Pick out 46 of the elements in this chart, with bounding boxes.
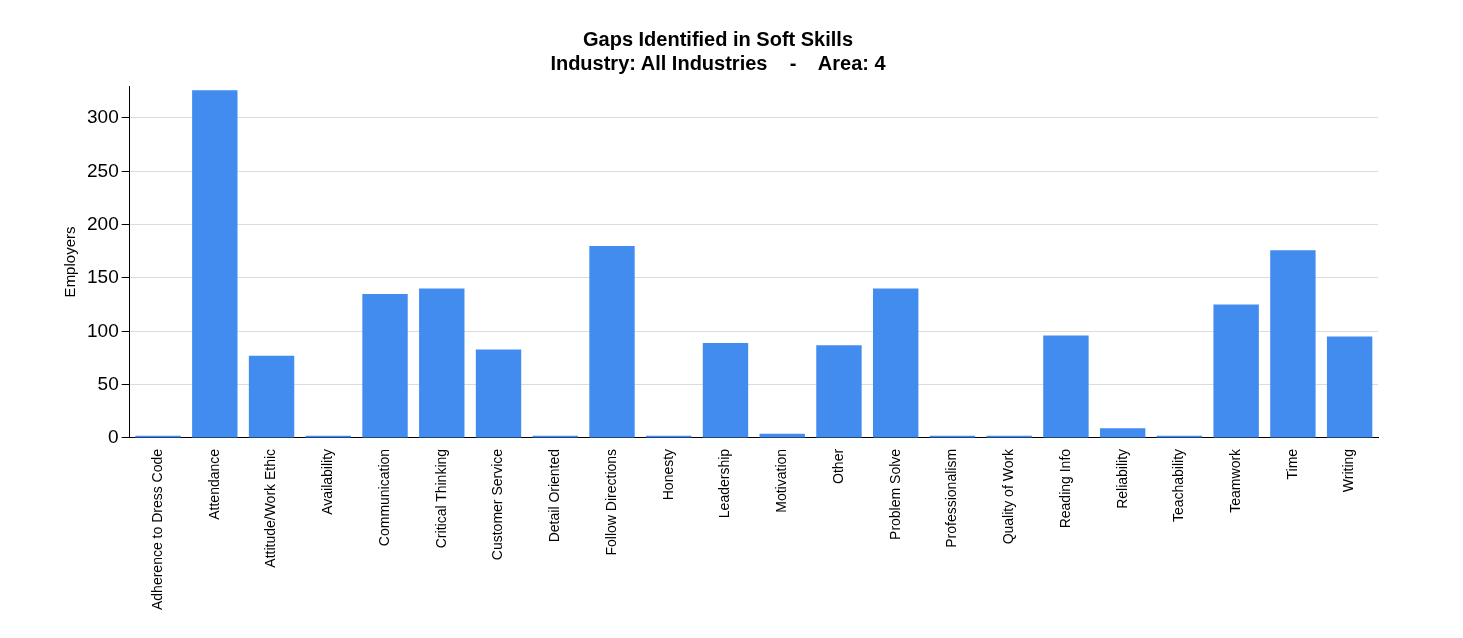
x-tick-label: Honesty: [659, 448, 676, 501]
x-tick-label: Reliability: [1113, 448, 1130, 509]
x-tick-label: Communication: [375, 448, 392, 547]
bar: [589, 245, 635, 438]
x-tick-label: Writing: [1340, 448, 1357, 493]
y-tick-label: 150: [87, 266, 119, 288]
x-tick-label: Attendance: [205, 448, 222, 520]
x-tick-label: Follow Directions: [602, 448, 619, 556]
text: Gaps Identified in Soft Skills: [582, 27, 854, 50]
bar: [873, 288, 919, 438]
x-tick-label: Adherence to Dress Code: [148, 448, 165, 610]
x-tick-label: Reading Info: [1056, 448, 1073, 529]
x-tick-label: Customer Service: [489, 448, 506, 561]
x-tick-label: Professionalism: [943, 448, 960, 548]
x-tick-label: Time: [1283, 448, 1300, 480]
bar: [419, 288, 465, 438]
x-tick-label: Quality of Work: [1000, 447, 1017, 545]
x-tick-label: Attitude/Work Ethic: [262, 448, 279, 568]
x-tick-label: Teachability: [1170, 448, 1187, 523]
x-tick-label: Critical Thinking: [432, 448, 449, 549]
x-tick-label: Detail Oriented: [546, 448, 563, 543]
y-tick-label: 0: [108, 426, 119, 448]
x-tick-label: Other: [829, 448, 846, 484]
y-axis-title: Employers: [61, 226, 79, 298]
y-tick-label: 50: [97, 372, 119, 394]
x-tick-label: Teamwork: [1227, 447, 1244, 513]
x-tick-label: Availability: [319, 448, 336, 515]
x-tick-label: Motivation: [773, 448, 790, 513]
bar: [1099, 428, 1146, 438]
bar: [1213, 304, 1259, 438]
y-tick-label: 100: [87, 319, 119, 341]
y-tick-label: 300: [87, 106, 119, 128]
bar: [816, 345, 862, 438]
bar: [248, 355, 295, 438]
x-tick-label: Problem Solve: [886, 448, 903, 540]
bar: [1043, 335, 1089, 438]
bar: [1326, 336, 1373, 438]
y-tick-label: 200: [87, 212, 119, 234]
y-tick-label: 250: [87, 159, 119, 181]
bar: [475, 349, 522, 438]
x-tick-label: Leadership: [716, 448, 733, 519]
bar: [1270, 250, 1316, 438]
bar: [192, 90, 238, 438]
text: Industry: All Industries - Area: 4: [550, 51, 886, 74]
bar: [702, 343, 749, 438]
bar: [362, 293, 408, 438]
